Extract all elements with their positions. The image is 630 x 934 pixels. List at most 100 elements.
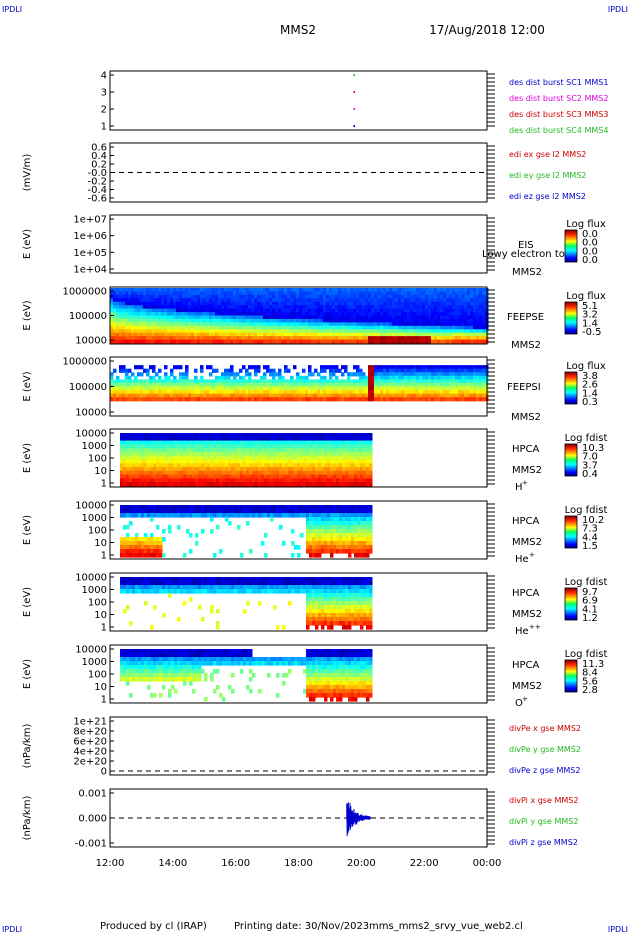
y-tick-label: 100 xyxy=(88,670,107,681)
y-tick-label: 10000 xyxy=(75,429,107,440)
header-datetime: 17/Aug/2018 12:00 xyxy=(429,23,545,37)
colorbar-tick-label: 3.8 xyxy=(582,371,598,382)
panel-frame xyxy=(109,214,488,274)
legend-label: des dist burst SC2 MMS2 xyxy=(509,94,608,103)
y-tick-label: 1e+04 xyxy=(73,265,107,276)
colorbar-title: Log flux xyxy=(566,361,606,372)
colorbar-tick-label: 9.7 xyxy=(582,587,598,598)
colorbar-tick-label: 5.6 xyxy=(582,676,598,687)
colorbar-title: Log fdist xyxy=(565,577,608,588)
y-tick-label: 10000 xyxy=(75,336,107,347)
footer-filename: mms_mms2_srvy_vue_web2.cl xyxy=(369,921,523,932)
y-tick-label: 4e+20 xyxy=(73,747,107,758)
colorbar-tick-label: 4.4 xyxy=(582,532,598,543)
y-tick-label: -0.6 xyxy=(87,194,107,205)
colorbar-title: Log fdist xyxy=(565,649,608,660)
y-tick-label: 10 xyxy=(94,682,107,693)
colorbar-tick-label: 11.3 xyxy=(582,659,604,670)
colorbar-tick-label: -0.5 xyxy=(582,327,602,338)
instrument-label: FEEPSE xyxy=(507,312,544,323)
y-tick-label: 0.2 xyxy=(91,160,107,171)
spacecraft-label: MMS2 xyxy=(512,267,542,278)
y-tick-label: 0.001 xyxy=(78,789,107,800)
colorbar xyxy=(564,659,578,693)
spacecraft-label: MMS2 xyxy=(511,340,541,351)
instrument-label: HPCA xyxy=(512,660,540,671)
y-tick-label: 100000 xyxy=(69,311,107,322)
colorbar xyxy=(564,587,578,621)
x-tick-label: 12:00 xyxy=(96,858,125,869)
instrument-label: EIS xyxy=(518,240,534,251)
legend-label: divPi z gse MMS2 xyxy=(509,838,578,847)
colorbar-tick-label: 0.0 xyxy=(582,255,598,266)
colorbar-tick-label: 0.3 xyxy=(582,397,598,408)
y-tick-label: 1000 xyxy=(82,585,107,596)
panel-frame xyxy=(109,716,488,776)
colorbar-tick-label: 1.2 xyxy=(582,613,598,624)
species-charge: ++ xyxy=(529,623,541,631)
y-axis-label: E (eV) xyxy=(22,443,33,473)
colorbar-tick-label: 2.8 xyxy=(582,685,598,696)
colorbar-tick-label: 1.4 xyxy=(582,318,598,329)
footer-printing-date: Printing date: 30/Nov/2023 xyxy=(234,921,369,932)
y-axis-label: (mV/m) xyxy=(22,154,33,192)
y-tick-label: 1000 xyxy=(82,441,107,452)
colorbar-tick-label: 3.2 xyxy=(582,310,598,321)
colorbar-tick-label: 0.4 xyxy=(582,469,598,480)
instrument-label: HPCA xyxy=(512,588,540,599)
colorbar-title: Log flux xyxy=(566,291,606,302)
y-tick-label: 1 xyxy=(101,479,107,490)
colorbar-tick-label: 7.0 xyxy=(582,452,598,463)
colorbar-tick-label: 5.1 xyxy=(582,301,598,312)
spacecraft-label: MMS2 xyxy=(512,465,542,476)
y-tick-label: 10 xyxy=(94,466,107,477)
colorbar-tick-label: 1.5 xyxy=(582,541,598,552)
y-tick-label: -0.2 xyxy=(87,177,107,188)
colorbar-title: Log fdist xyxy=(565,505,608,516)
colorbar-tick-label: 3.7 xyxy=(582,460,598,471)
y-axis-label: (nPa/km) xyxy=(22,724,33,769)
colorbar-tick-label: 10.3 xyxy=(582,443,604,454)
colorbar xyxy=(564,443,578,477)
colorbar xyxy=(564,301,578,335)
corner-label-top-right: IPDLI xyxy=(608,5,628,14)
legend-label: edi ex gse l2 MMS2 xyxy=(509,150,586,159)
y-tick-label: 100 xyxy=(88,598,107,609)
x-tick-label: 16:00 xyxy=(221,858,250,869)
y-tick-label: 1000000 xyxy=(62,357,107,368)
colorbar-tick-label: 10.2 xyxy=(582,515,604,526)
y-axis-label: E (eV) xyxy=(22,659,33,689)
panel-frame xyxy=(109,70,488,131)
y-tick-label: 1000 xyxy=(82,513,107,524)
y-tick-label: -0.0 xyxy=(87,168,107,179)
legend-label: edi ey gse l2 MMS2 xyxy=(509,171,587,180)
colorbar-title: Log flux xyxy=(566,219,606,230)
instrument-label: HPCA xyxy=(512,444,540,455)
species-label: He xyxy=(515,554,529,565)
legend-label: divPi y gse MMS2 xyxy=(509,817,578,826)
y-tick-label: 2e+20 xyxy=(73,757,107,768)
burst-mark xyxy=(353,91,355,93)
colorbar xyxy=(564,229,578,263)
legend-label: divPe x gse MMS2 xyxy=(509,724,581,733)
panel-divpi: 0.001 0.000 -0.001 (nPa/km) divPi x gse MMS2… xyxy=(22,788,578,850)
y-tick-label: 10000 xyxy=(75,501,107,512)
y-axis-label: (nPa/km) xyxy=(22,796,33,841)
y-tick-label: 1e+07 xyxy=(73,215,107,226)
colorbar-tick-label: 2.6 xyxy=(582,380,598,391)
legend-label: edi ez gse l2 MMS2 xyxy=(509,192,586,201)
panel-burst: 4 3 2 1 des dist burst SC1 MMS1 des dist burs… xyxy=(101,70,608,135)
y-tick-label: 10000 xyxy=(75,408,107,419)
y-tick-label: 10000 xyxy=(75,573,107,584)
y-tick-label: 1000000 xyxy=(62,287,107,298)
y-tick-label: 100 xyxy=(88,526,107,537)
legend-label: divPe y gse MMS2 xyxy=(509,745,581,754)
y-tick-label: 1000 xyxy=(82,657,107,668)
colorbar-tick-label: 4.1 xyxy=(582,604,598,615)
y-tick-label: 0.000 xyxy=(78,814,107,825)
panel-feepse: 1000000 100000 10000 E (eV) FEEPSE MMS2 Log fl… xyxy=(22,286,606,351)
spacecraft-label: MMS2 xyxy=(512,609,542,620)
